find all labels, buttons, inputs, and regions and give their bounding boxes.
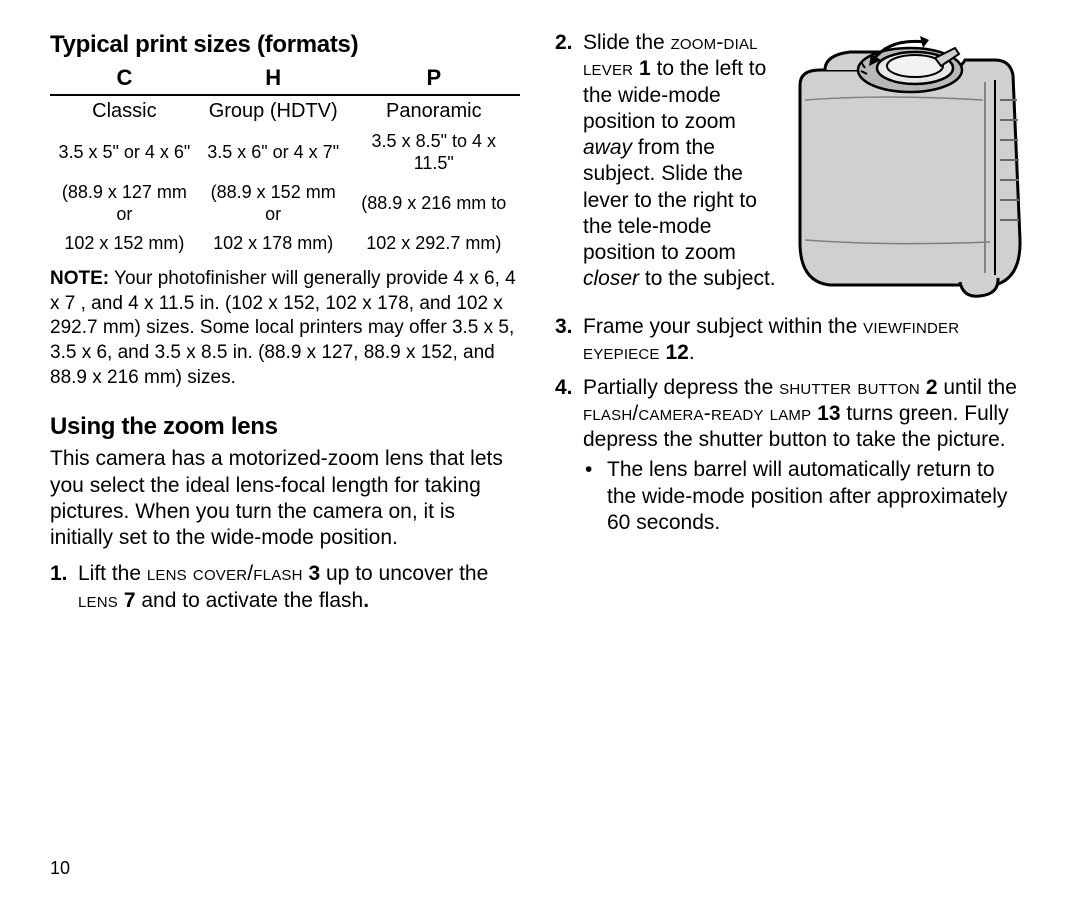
step-body: Slide the zoom-dial lever 1 to the left … (583, 30, 789, 293)
td: 3.5 x 5" or 4 x 6" (50, 127, 199, 178)
note-label: NOTE: (50, 268, 109, 289)
step-body: Frame your subject within the viewfinder… (583, 314, 1025, 367)
note: NOTE: Your photofinisher will generally … (50, 267, 520, 390)
step-number: 1. (50, 561, 78, 614)
step-4-bullet: • The lens barrel will automatically ret… (583, 457, 1025, 536)
page-number: 10 (50, 858, 70, 879)
step-2: 2. Slide the zoom-dial lever 1 to the le… (555, 30, 789, 293)
th-h: H (199, 62, 348, 95)
th-p: P (348, 62, 520, 95)
td: Panoramic (348, 95, 520, 127)
step-number: 4. (555, 375, 583, 537)
td: 102 x 152 mm) (50, 229, 199, 258)
step-4: 4. Partially depress the shutter button … (555, 375, 1025, 537)
td: 3.5 x 8.5" to 4 x 11.5" (348, 127, 520, 178)
td: (88.9 x 152 mm or (199, 178, 348, 229)
td: 102 x 292.7 mm) (348, 229, 520, 258)
camera-illustration (795, 30, 1025, 310)
bullet-text: The lens barrel will automatically retur… (607, 457, 1025, 536)
zoom-paragraph: This camera has a motorized-zoom lens th… (50, 446, 520, 551)
step-body: Partially depress the shutter button 2 u… (583, 375, 1025, 537)
td: 102 x 178 mm) (199, 229, 348, 258)
td: Classic (50, 95, 199, 127)
step-1: 1. Lift the lens cover/flash 3 up to unc… (50, 561, 520, 614)
print-sizes-table: C H P Classic Group (HDTV) Panoramic 3.5… (50, 62, 520, 257)
th-c: C (50, 62, 199, 95)
td: Group (HDTV) (199, 95, 348, 127)
step-number: 2. (555, 30, 583, 293)
heading-zoom: Using the zoom lens (50, 412, 520, 442)
step-3: 3. Frame your subject within the viewfin… (555, 314, 1025, 367)
step-body: Lift the lens cover/flash 3 up to uncove… (78, 561, 520, 614)
heading-print-sizes: Typical print sizes (formats) (50, 30, 520, 60)
td: (88.9 x 216 mm to (348, 178, 520, 229)
note-body: Your photofinisher will generally provid… (50, 268, 516, 388)
step-number: 3. (555, 314, 583, 367)
td: 3.5 x 6" or 4 x 7" (199, 127, 348, 178)
bullet-dot-icon: • (583, 457, 607, 536)
td: (88.9 x 127 mm or (50, 178, 199, 229)
